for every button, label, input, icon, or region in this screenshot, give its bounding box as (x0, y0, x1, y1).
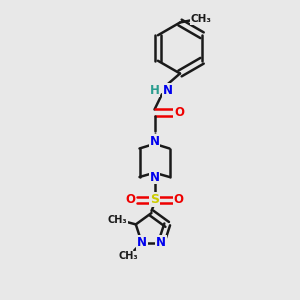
Text: O: O (174, 106, 184, 119)
Text: N: N (156, 236, 166, 249)
Text: H: H (150, 83, 159, 97)
Text: CH₃: CH₃ (190, 14, 212, 25)
Text: CH₃: CH₃ (108, 215, 128, 225)
Text: N: N (162, 83, 172, 97)
Text: O: O (173, 193, 184, 206)
Text: N: N (149, 170, 160, 184)
Text: N: N (149, 134, 160, 148)
Text: O: O (125, 193, 136, 206)
Text: N: N (137, 236, 147, 249)
Text: S: S (150, 193, 159, 206)
Text: CH₃: CH₃ (118, 251, 138, 261)
